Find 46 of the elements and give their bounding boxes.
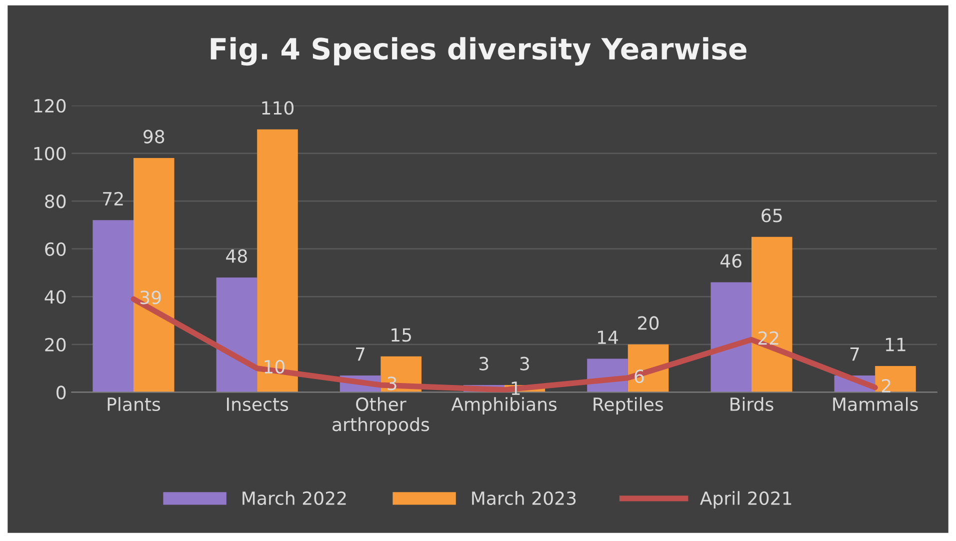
legend-label: March 2022 xyxy=(242,491,346,506)
x-tick-label: Plants xyxy=(108,397,160,412)
chart-title: Fig. 4 Species diversity Yearwise xyxy=(210,37,746,66)
data-label: 1 xyxy=(512,382,520,395)
bar xyxy=(257,129,298,392)
data-label: 48 xyxy=(226,249,247,263)
data-label: 7 xyxy=(356,347,364,361)
legend-label: March 2023 xyxy=(472,491,576,506)
data-label: 98 xyxy=(144,130,164,144)
y-tick-label: 80 xyxy=(45,194,66,208)
data-label: 11 xyxy=(886,338,906,352)
bar xyxy=(875,366,916,392)
y-tick-label: 40 xyxy=(44,290,66,304)
y-tick-label: 100 xyxy=(34,146,66,160)
data-label: 7 xyxy=(850,347,859,361)
bar xyxy=(134,158,174,392)
y-tick-label: 60 xyxy=(45,242,66,256)
bar xyxy=(92,220,134,392)
x-tick-label: Other arthropods xyxy=(332,397,430,435)
data-label: 15 xyxy=(392,328,411,342)
data-label: 22 xyxy=(758,331,778,345)
data-label: 46 xyxy=(720,254,742,268)
x-tick-label: Amphibians xyxy=(451,397,557,415)
data-label: 3 xyxy=(480,356,488,370)
x-tick-label: Birds xyxy=(730,397,774,412)
data-label: 3 xyxy=(520,356,529,370)
data-label: 2 xyxy=(882,379,890,392)
data-label: 39 xyxy=(140,290,161,304)
x-tick-label: Reptiles xyxy=(594,397,663,415)
data-label: 6 xyxy=(634,369,644,384)
data-label: 72 xyxy=(103,192,123,206)
data-label: 10 xyxy=(264,360,284,374)
data-label: 110 xyxy=(262,101,294,115)
data-label: 65 xyxy=(762,208,782,222)
x-tick-label: Insects xyxy=(227,398,288,412)
data-label: 20 xyxy=(638,316,659,330)
y-tick-label: 20 xyxy=(45,338,66,352)
bar xyxy=(751,236,792,392)
y-tick-label: 120 xyxy=(34,98,66,113)
bar xyxy=(710,282,752,392)
legend-label: April 2021 xyxy=(700,491,792,509)
data-label: 14 xyxy=(598,330,618,344)
data-label: 3 xyxy=(388,376,396,390)
bar xyxy=(216,278,258,392)
y-tick-label: 0 xyxy=(56,386,66,400)
x-tick-label: Mammals xyxy=(833,397,918,412)
